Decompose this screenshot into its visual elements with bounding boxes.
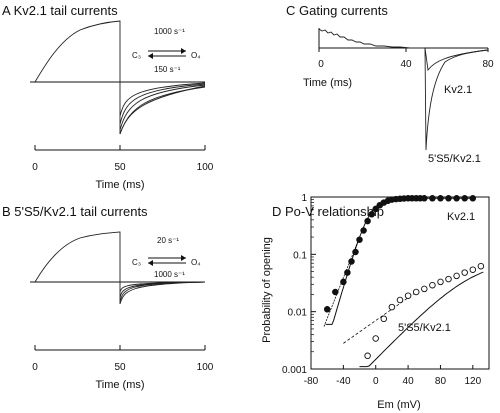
panel-c-chimera-off-trace: [424, 47, 489, 151]
panel-d-kv-point: [323, 306, 331, 313]
panel-b-rate-forward: 20 s⁻¹: [157, 236, 179, 245]
panel-d-label-kv: Kv2.1: [447, 211, 475, 223]
panel-a-tail-trace: [119, 83, 206, 125]
panel-d-kv-point: [340, 278, 347, 286]
panel-d-chimera-point: [364, 352, 371, 360]
panel-a-tick-label: 50: [114, 162, 126, 173]
panel-b-title: B 5'S5/Kv2.1 tail currents: [2, 204, 148, 219]
panel-d-kv-point: [344, 269, 351, 276]
panel-b-arrowhead: [181, 255, 186, 261]
panel-d-chimera-point: [372, 335, 379, 342]
panel-b-arrowhead: [148, 260, 153, 266]
panel-d: D Po-V relationship -80 -40 0 40 80 120 1 0.1 0.…: [261, 193, 490, 411]
panel-d-ticks: -80 -40 0 40 80 120 1 0.1 0.01 0.001: [282, 193, 482, 387]
panel-b-tail-trace: [119, 281, 206, 305]
panel-a-arrowhead: [181, 48, 186, 54]
panel-d-kv-point: [445, 195, 452, 202]
panel-d-x-tick-label: -80: [304, 376, 319, 387]
panel-d-chimera-point: [469, 266, 477, 273]
panel-b-state-right: O₄: [191, 258, 201, 267]
panel-a-title: A Kv2.1 tail currents: [2, 3, 118, 18]
panel-a-tick-label: 0: [32, 162, 38, 173]
panel-d-fit-lines: [323, 197, 484, 368]
panel-d-kv-point: [372, 205, 379, 213]
panel-d-chimera-point: [477, 262, 485, 270]
panel-d-y-label: Probability of opening: [261, 237, 273, 343]
panel-d-kv-point: [368, 211, 375, 218]
panel-d-label-chimera: 5'S5/Kv2.1: [398, 322, 451, 334]
panel-d-chimera-point: [445, 275, 452, 283]
panel-d-kv-point: [348, 258, 355, 265]
panel-d-chimera-point: [396, 296, 404, 304]
panel-d-x-tick-label: 0: [373, 376, 379, 387]
panel-d-chimera-point: [380, 315, 388, 323]
panel-a-rate-backward: 150 s⁻¹: [154, 65, 181, 74]
panel-d-chimera-point: [421, 285, 428, 293]
panel-d-kv-point: [356, 236, 363, 243]
panel-c-tick-label: 0: [318, 59, 324, 70]
panel-d-kv-point: [364, 217, 371, 225]
panel-d-y-tick-label: 0.1: [293, 250, 307, 261]
panel-a-activation-trace: [34, 20, 121, 134]
panel-d-chimera-fit: [359, 271, 484, 368]
panel-d-kv-point: [421, 195, 428, 202]
panel-d-x-tick-label: 40: [403, 376, 415, 387]
panel-d-kv-point: [332, 288, 339, 296]
panel-d-kv-point: [360, 227, 367, 234]
panel-c: C Gating currents 0 40 80 Time (ms) Kv2.…: [286, 3, 494, 165]
panel-d-chimera-slope: [343, 291, 417, 344]
panel-d-chimera-point: [412, 288, 420, 296]
panel-d-kv-point: [461, 195, 468, 202]
panel-c-tick-label: 40: [400, 59, 412, 70]
panel-d-x-tick-label: 120: [464, 376, 481, 387]
panel-d-kv-point: [469, 195, 477, 202]
panel-b: B 5'S5/Kv2.1 tail currents 0 50 100 Time…: [2, 204, 214, 391]
panel-b-rate-backward: 1000 s⁻¹: [154, 270, 185, 279]
panel-a-state-left: C₃: [132, 51, 141, 60]
panel-b-tail-trace: [119, 281, 206, 293]
panel-d-x-tick-label: -40: [336, 376, 351, 387]
panel-d-x-label: Em (mV): [377, 399, 420, 411]
panel-a: A Kv2.1 tail currents 0 50 100 Time (ms)…: [2, 3, 214, 191]
panel-b-tick-label: 0: [32, 362, 38, 373]
panel-a-tail-trace: [119, 85, 206, 135]
panel-d-chimera-point: [429, 281, 436, 289]
panel-b-activation-trace: [34, 231, 121, 304]
panel-d-chimera-point: [437, 278, 444, 286]
panel-b-tick-label: 100: [197, 362, 214, 373]
panel-d-y-tick-label: 1: [301, 193, 307, 204]
panel-a-tail-trace: [119, 84, 206, 131]
panel-d-data-marks: [323, 195, 485, 360]
panel-a-tail-trace: [119, 86, 206, 135]
panel-d-kv-point: [453, 195, 460, 202]
panel-d-chimera-point: [404, 292, 412, 299]
panel-d-chimera-point: [453, 272, 460, 280]
panel-b-x-label: Time (ms): [95, 379, 144, 391]
panel-d-kv-point: [429, 195, 436, 202]
panel-d-chimera-point: [461, 269, 468, 276]
panel-c-tick-label: 80: [482, 59, 494, 70]
panel-d-kv-point: [437, 195, 444, 202]
panel-a-arrowhead: [148, 53, 153, 59]
panel-a-state-right: O₄: [191, 51, 201, 60]
panel-a-rate-forward: 1000 s⁻¹: [154, 27, 185, 36]
panel-c-on-gating-trace: [318, 28, 425, 49]
panel-d-title: D Po-V relationship: [272, 204, 384, 219]
panel-a-x-label: Time (ms): [95, 179, 144, 191]
panel-d-chimera-point: [388, 303, 396, 311]
panel-d-y-tick-label: 0.01: [288, 308, 308, 319]
panel-c-x-label: Time (ms): [303, 77, 352, 89]
panel-c-label-kv: Kv2.1: [444, 84, 472, 96]
panel-d-x-tick-label: 80: [435, 376, 447, 387]
panel-b-state-left: C₃: [132, 258, 141, 267]
panel-b-tick-label: 50: [114, 362, 126, 373]
panel-c-title: C Gating currents: [286, 3, 388, 18]
panel-c-label-chimera: 5'S5/Kv2.1: [428, 153, 481, 165]
panel-a-tail-trace: [119, 82, 206, 117]
panel-d-y-tick-label: 0.001: [282, 365, 307, 376]
panel-a-tick-label: 100: [197, 162, 214, 173]
panel-d-kv-point: [352, 248, 359, 256]
